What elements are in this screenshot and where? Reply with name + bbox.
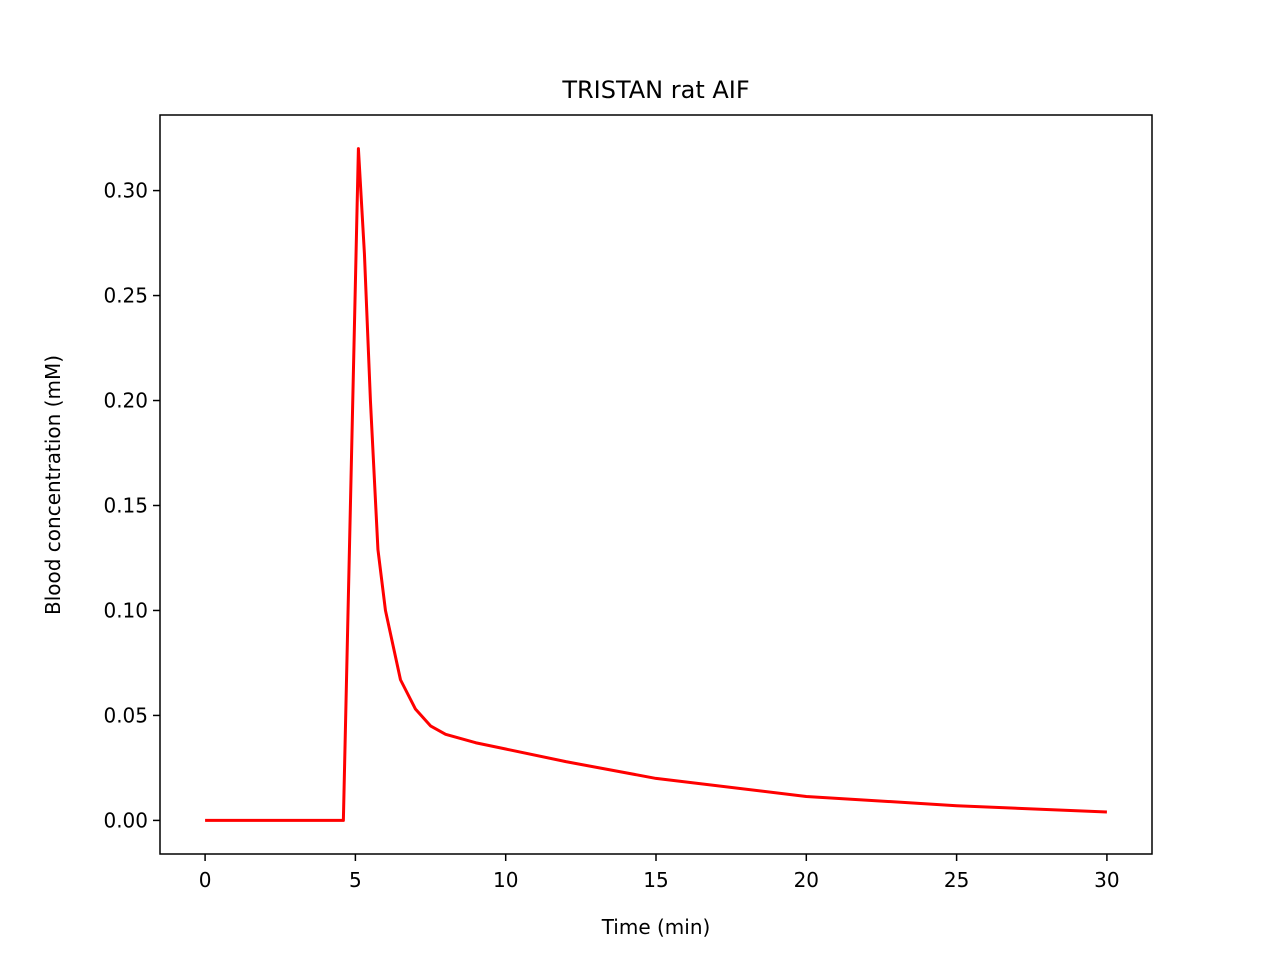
- data-line: [205, 147, 1107, 822]
- y-tick-label: 0.20: [103, 389, 148, 413]
- plot-frame: [159, 114, 1153, 855]
- x-tick-label: 10: [493, 868, 518, 892]
- chart-title: TRISTAN rat AIF: [561, 76, 749, 104]
- y-tick-label: 0.30: [103, 179, 148, 203]
- x-tick-label: 0: [199, 868, 212, 892]
- y-tick-label: 0.25: [103, 284, 148, 308]
- y-tick-label: 0.15: [103, 493, 148, 517]
- x-tick-label: 25: [944, 868, 969, 892]
- y-tick-label: 0.05: [103, 703, 148, 727]
- y-axis-label: Blood concentration (mM): [41, 355, 65, 615]
- x-tick-label: 30: [1094, 868, 1119, 892]
- x-tick-label: 20: [794, 868, 819, 892]
- x-tick-label: 5: [349, 868, 362, 892]
- y-tick-label: 0.10: [103, 598, 148, 622]
- y-tick-label: 0.00: [103, 808, 148, 832]
- x-axis-label: Time (min): [601, 915, 711, 939]
- x-tick-label: 15: [643, 868, 668, 892]
